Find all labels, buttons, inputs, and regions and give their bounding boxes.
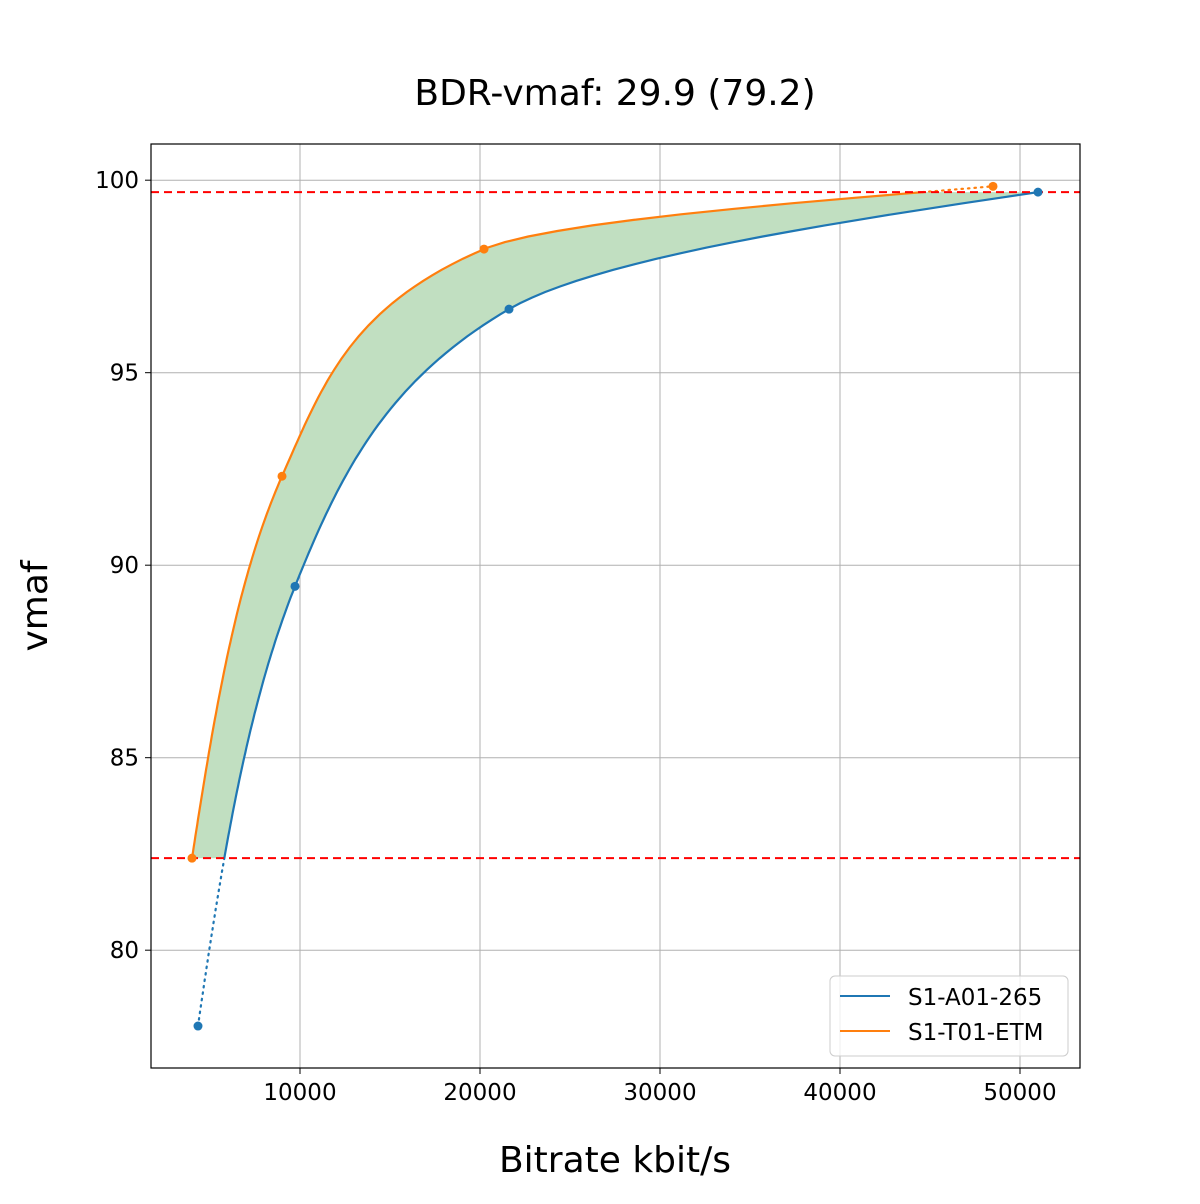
- x-tick-label: 50000: [983, 1080, 1056, 1106]
- x-tick-label: 20000: [443, 1080, 516, 1106]
- data-point-0: [290, 581, 300, 591]
- chart-title: BDR-vmaf: 29.9 (79.2): [414, 73, 815, 114]
- data-point-0: [504, 304, 514, 314]
- data-point-1: [187, 853, 197, 863]
- y-tick-label: 100: [95, 168, 139, 194]
- x-tick-label: 30000: [623, 1080, 696, 1106]
- bdr-area-fill: [192, 192, 1038, 859]
- legend-label-1: S1-T01-ETM: [908, 1020, 1043, 1046]
- data-point-1: [988, 181, 998, 191]
- series-extrapolation-0: [196, 857, 226, 1028]
- grid: [151, 144, 1080, 1068]
- data-point-1: [277, 471, 287, 481]
- marks: [151, 181, 1080, 1031]
- y-tick-label: 90: [110, 553, 139, 579]
- data-point-0: [193, 1021, 203, 1031]
- legend-label-0: S1-A01-265: [908, 985, 1042, 1011]
- series-line-0: [223, 191, 1039, 859]
- ticks: 10000 20000 30000 40000 50000 80 85 90 95 100: [95, 168, 1056, 1106]
- y-axis-label: vmaf: [15, 559, 56, 651]
- x-tick-label: 40000: [803, 1080, 876, 1106]
- data-point-0: [1033, 187, 1043, 197]
- plot-frame: [150, 143, 1081, 1069]
- x-axis-label: Bitrate kbit/s: [499, 1140, 731, 1181]
- series-line-1: [190, 191, 923, 859]
- legend: S1-A01-265 S1-T01-ETM: [829, 975, 1069, 1057]
- y-tick-label: 95: [110, 361, 139, 387]
- y-tick-label: 80: [110, 938, 139, 964]
- y-tick-label: 85: [110, 746, 139, 772]
- x-tick-label: 10000: [263, 1080, 336, 1106]
- data-point-1: [479, 244, 489, 254]
- series-extrapolation-1: [921, 185, 995, 194]
